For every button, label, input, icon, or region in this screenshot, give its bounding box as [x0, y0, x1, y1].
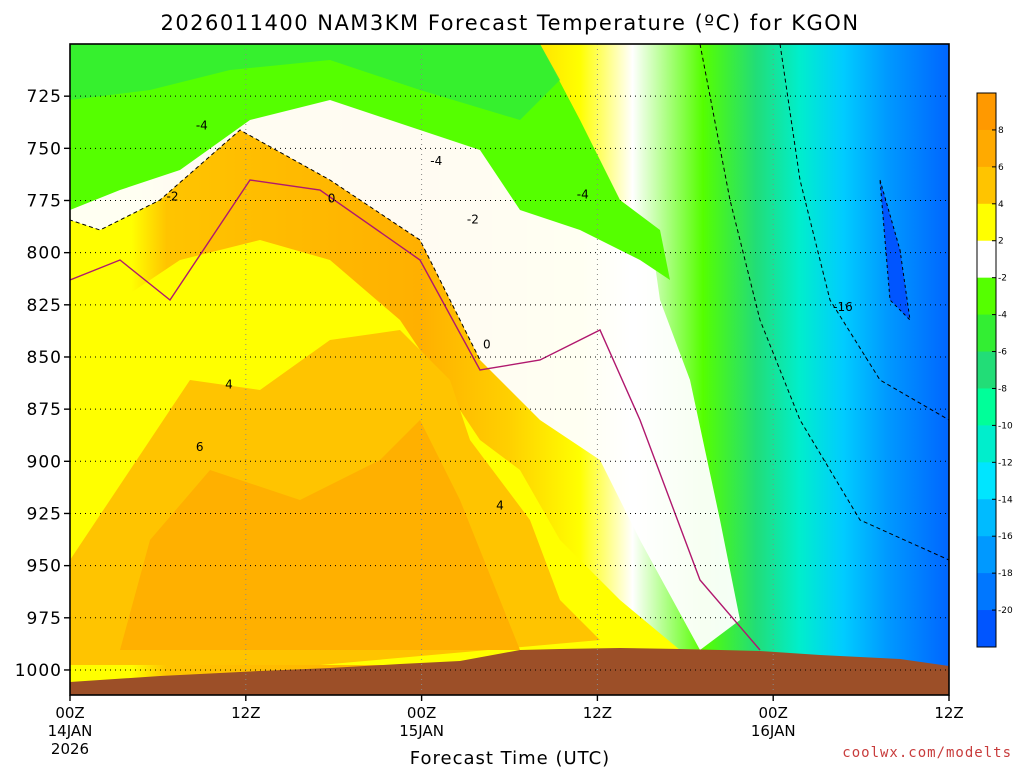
contour-minus-two [70, 44, 481, 361]
colorbar-tick-label: 8 [998, 126, 1004, 136]
contour-label: -4 [577, 187, 589, 201]
x-tick-date: 15JAN [399, 722, 444, 740]
x-tick-label: 12Z [583, 704, 612, 722]
y-axis: 725 750 775 800 825 850 875 900 925 950 975 1000 [15, 87, 70, 681]
colorbar-tick-label: -8 [998, 384, 1007, 394]
colorbar-tick-label: 4 [998, 200, 1004, 210]
x-tick-year: 2026 [51, 740, 89, 758]
contour-label: 0 [328, 192, 336, 206]
y-tick-label: 975 [27, 609, 62, 629]
x-tick-date: 16JAN [751, 722, 796, 740]
colorbar-segment [977, 573, 996, 611]
plot-frame [69, 43, 950, 696]
colorbar-segment [977, 610, 996, 648]
contour-label: -2 [467, 212, 479, 226]
contour-label: 6 [196, 440, 204, 454]
contour-zero [70, 179, 761, 651]
coldest-core [879, 179, 911, 322]
contour-label: -2 [167, 189, 179, 203]
contour-label: 4 [496, 498, 504, 512]
colorbar-segment [977, 462, 996, 500]
colorbar-frame [976, 92, 997, 648]
colorbar-segment [977, 388, 996, 426]
colorbar-segment [977, 93, 996, 131]
colorbar-segment [977, 536, 996, 574]
colorbar-tick-label: -16 [998, 532, 1013, 542]
contour-label: -16 [833, 300, 853, 314]
colorbar-segment [977, 166, 996, 205]
contour-label: 0 [483, 338, 491, 352]
x-tick-label: 00Z [407, 704, 436, 722]
x-tick-date: 14JAN [48, 722, 93, 740]
colorbar-tick-label: 6 [998, 163, 1004, 173]
colorbar-tick-label: -20 [998, 606, 1013, 616]
colorbar-tick-label: 2 [998, 237, 1004, 247]
y-tick-label: 825 [27, 296, 62, 316]
contour-label: -4 [430, 154, 442, 168]
colorbar-segment [977, 203, 996, 242]
y-tick-label: 750 [27, 139, 62, 159]
below-minus-four-zone [70, 44, 560, 120]
above-six-zone [120, 420, 520, 650]
x-tick-label: 00Z [759, 704, 788, 722]
colorbar-tick-label: -2 [998, 274, 1007, 284]
x-tick-label: 12Z [231, 704, 260, 722]
y-tick-label: 875 [27, 400, 62, 420]
colorbar-tick-label: -14 [998, 495, 1013, 505]
contour-labels: -4 -2 0 -4 -2 -4 0 -16 4 6 4 [167, 119, 853, 513]
colorbar-segment [977, 499, 996, 537]
terrain-fill [70, 648, 949, 695]
y-tick-label: 900 [27, 452, 62, 472]
credit-link[interactable]: coolwx.com/modelts [842, 745, 1012, 761]
colorbar: 8 6 4 2 -2 -4 -6 -8 -10 -12 -14 -16 -18 -20 [976, 92, 1013, 648]
contour-cold-2 [779, 44, 949, 421]
contour-label: -4 [196, 119, 208, 133]
x-tick-label: 12Z [934, 704, 963, 722]
colorbar-segment [977, 314, 996, 353]
colorbar-tick-label: -4 [998, 311, 1007, 321]
y-tick-label: 850 [27, 348, 62, 368]
x-tick-label: 00Z [55, 704, 84, 722]
y-tick-label: 775 [27, 191, 62, 211]
plot-area: -4 -2 0 -4 -2 -4 0 -16 4 6 4 [70, 44, 949, 695]
colorbar-tick-label: -6 [998, 348, 1007, 358]
colorbar-segment [977, 351, 996, 389]
y-tick-label: 1000 [15, 661, 62, 681]
x-axis-label: Forecast Time (UTC) [410, 748, 610, 768]
y-tick-label: 925 [27, 504, 62, 524]
colorbar-tick-label: -10 [998, 421, 1013, 431]
y-tick-label: 800 [27, 244, 62, 264]
y-tick-label: 950 [27, 557, 62, 577]
colorbar-tick-label: -12 [998, 458, 1013, 468]
chart-title: 2026011400 NAM3KM Forecast Temperature (… [160, 11, 859, 35]
y-tick-label: 725 [27, 87, 62, 107]
colorbar-tick-label: -18 [998, 569, 1013, 579]
colorbar-segment [977, 129, 996, 168]
contour-cold-1 [699, 44, 949, 561]
colorbar-segment [977, 425, 996, 463]
contour-label: 4 [225, 377, 233, 391]
colorbar-segment [977, 277, 996, 316]
colorbar-segment [977, 240, 996, 279]
